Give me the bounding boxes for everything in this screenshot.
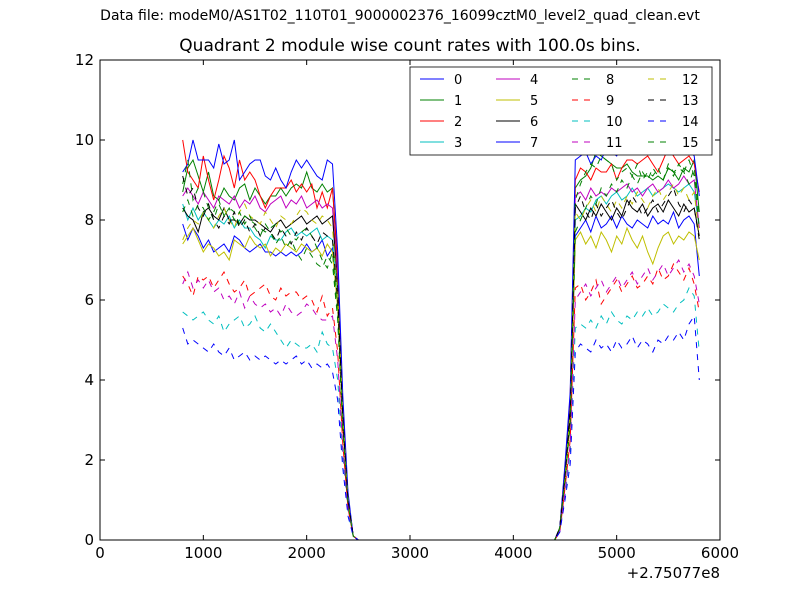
y-tick-label: 6 <box>84 291 94 309</box>
legend-label: 11 <box>606 136 623 151</box>
legend-label: 2 <box>454 115 462 130</box>
x-tick-label: 4000 <box>494 544 532 562</box>
series-line-13 <box>182 175 700 540</box>
y-tick-label: 12 <box>75 51 94 69</box>
legend-label: 3 <box>454 136 462 151</box>
axes: 0 1000 2000 3000 4000 5000 6000024681012+2.750… <box>75 51 739 582</box>
chart-title: Quadrant 2 module wise count rates with … <box>179 36 641 56</box>
legend-label: 9 <box>606 94 614 109</box>
legend-label: 12 <box>682 73 699 88</box>
legend-label: 14 <box>682 115 699 130</box>
series-line-5 <box>182 226 700 540</box>
x-tick-label: 1000 <box>184 544 222 562</box>
legend-label: 7 <box>530 136 538 151</box>
x-tick-label: 2000 <box>288 544 326 562</box>
legend-label: 4 <box>530 73 538 88</box>
series-line-6 <box>182 198 700 540</box>
series-line-4 <box>182 175 700 540</box>
x-offset-label: +2.75077e8 <box>627 564 720 582</box>
figure-suptitle: Data file: modeM0/AS1T02_110T01_90000023… <box>100 8 700 24</box>
series-line-14 <box>182 314 700 540</box>
x-tick-label: 5000 <box>598 544 636 562</box>
legend-box <box>409 66 713 156</box>
y-tick-label: 2 <box>84 451 94 469</box>
y-tick-label: 0 <box>84 531 94 549</box>
x-tick-label: 3000 <box>391 544 429 562</box>
series-line-11 <box>182 258 700 540</box>
series-line-12 <box>182 182 700 540</box>
y-tick-label: 10 <box>75 131 94 149</box>
series-line-9 <box>182 262 700 540</box>
legend-label: 15 <box>682 136 699 151</box>
legend-label: 0 <box>454 73 462 88</box>
series-line-0 <box>182 210 700 540</box>
legend-label: 10 <box>606 115 623 130</box>
y-tick-label: 8 <box>84 211 94 229</box>
x-tick-label: 0 <box>95 544 105 562</box>
series-line-1 <box>182 151 700 540</box>
series-line-3 <box>182 183 700 540</box>
legend-label: 6 <box>530 115 538 130</box>
series-line-7 <box>182 126 700 540</box>
legend-label: 5 <box>530 94 538 109</box>
legend-label: 1 <box>454 94 462 109</box>
legend-label: 8 <box>606 73 614 88</box>
series-line-10 <box>182 286 700 540</box>
plot-lines <box>182 126 700 540</box>
series-line-15 <box>182 158 700 540</box>
x-tick-label: 6000 <box>701 544 739 562</box>
legend-label: 13 <box>682 94 699 109</box>
y-tick-label: 4 <box>84 371 94 389</box>
